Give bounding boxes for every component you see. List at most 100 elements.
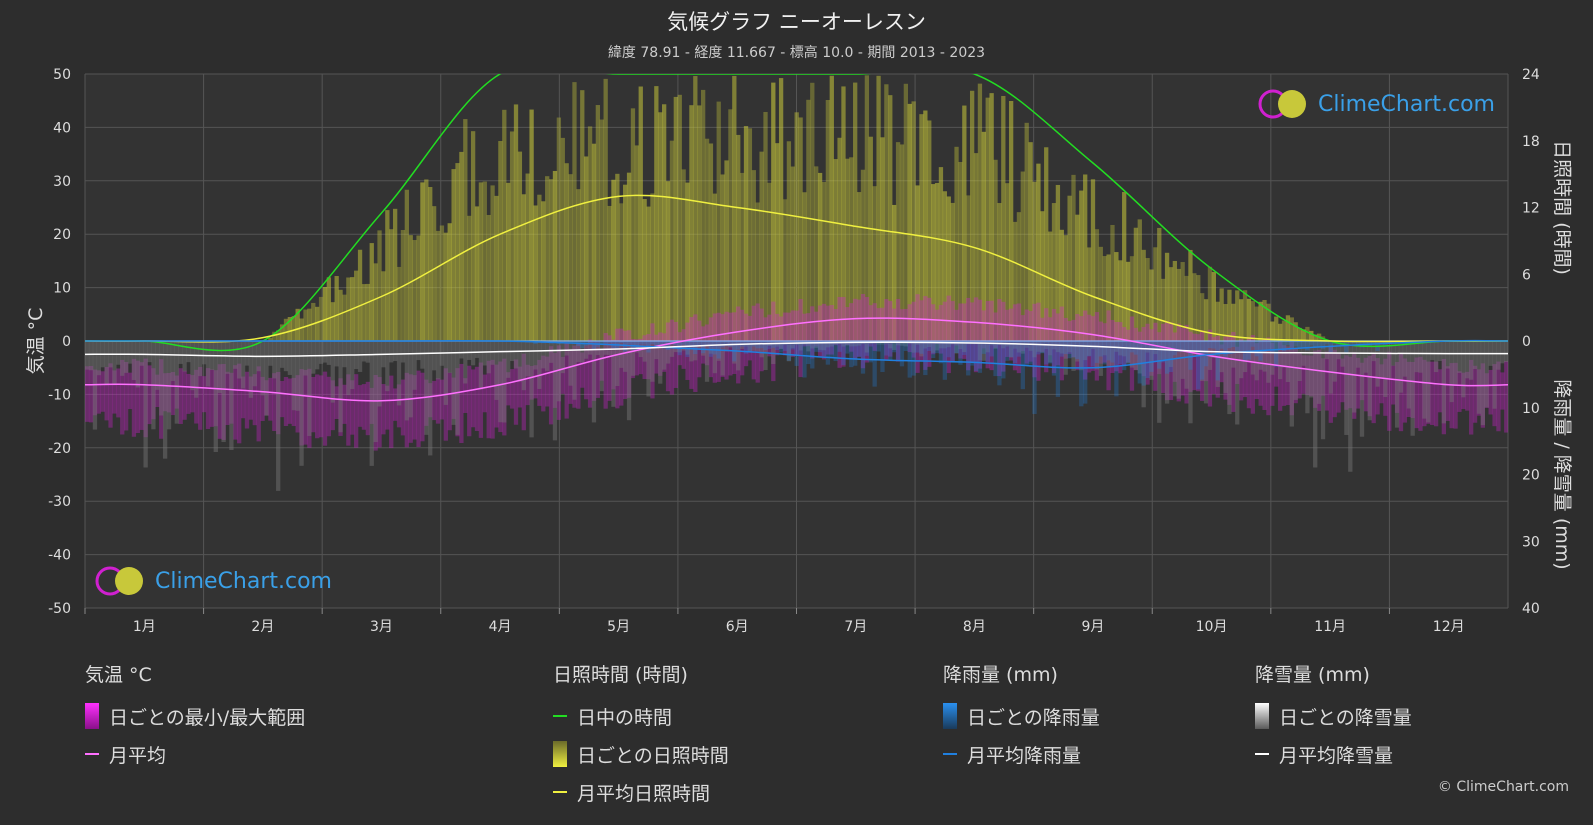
- temp-range-bar: [899, 309, 905, 342]
- sunshine-bar: [693, 76, 698, 341]
- temp-range-bar: [1106, 310, 1111, 391]
- sunshine-bar: [435, 230, 441, 341]
- snow-bar: [1359, 341, 1365, 437]
- sunshine-bar: [311, 302, 316, 341]
- month-label: 8月: [963, 619, 986, 635]
- sunshine-bar: [482, 181, 487, 341]
- sunshine-bar: [303, 309, 308, 341]
- snow-bar: [123, 341, 129, 373]
- rain-bar: [704, 341, 710, 346]
- sunshine-bar: [884, 84, 889, 341]
- temp-range-bar: [311, 377, 316, 433]
- snow-bar: [299, 341, 304, 466]
- rain-bar: [860, 341, 866, 374]
- temp-range-bar: [486, 360, 491, 439]
- rain-bar: [1098, 341, 1103, 357]
- rain-bar: [814, 341, 819, 352]
- temp-range-bar: [685, 322, 690, 380]
- sunshine-bar: [1258, 301, 1263, 341]
- rain-bar: [895, 341, 901, 360]
- sunshine-bar: [1219, 288, 1224, 341]
- logo-bottom[interactable]: ClimeChart.com: [95, 565, 332, 597]
- temp-range-bar: [127, 372, 133, 410]
- rain-bar: [654, 341, 659, 348]
- sunshine-bar: [845, 158, 850, 341]
- sunshine-bar: [1008, 100, 1014, 341]
- left-tick-label: -20: [48, 441, 71, 457]
- sunshine-bar: [864, 75, 870, 341]
- temp-range-bar: [950, 301, 955, 363]
- rain-bar: [1008, 341, 1014, 358]
- temp-range-bar: [603, 333, 608, 409]
- rain-bar: [607, 341, 612, 344]
- temp-range-bar: [1394, 362, 1400, 413]
- month-label: 9月: [1081, 619, 1104, 635]
- snow-bar: [763, 341, 768, 371]
- temp-range-bar: [334, 386, 339, 420]
- rain-bar: [1285, 341, 1291, 346]
- legend-sun-avg: 月平均日照時間: [553, 773, 729, 811]
- temp-range-bar: [747, 315, 753, 361]
- temp-range-bar: [283, 377, 289, 426]
- sunshine-bar: [599, 119, 604, 341]
- sunshine-bar: [681, 169, 686, 341]
- snow-bar: [385, 341, 390, 392]
- temp-range-bar: [498, 361, 503, 433]
- snow-bar: [178, 341, 183, 364]
- temp-range-bar: [1332, 349, 1337, 418]
- temp-range-bar: [1457, 371, 1462, 412]
- rain-bar: [837, 341, 842, 352]
- rain-bar: [950, 341, 955, 363]
- temp-range-bar: [584, 345, 589, 400]
- sunshine-bar: [623, 184, 628, 341]
- snow-bar: [1203, 341, 1209, 404]
- snow-bar: [268, 341, 273, 366]
- snow-bar: [1320, 341, 1326, 440]
- temp-range-bar: [1168, 322, 1174, 401]
- snow-bar: [377, 341, 382, 407]
- temp-range-bar: [1281, 345, 1287, 406]
- snow-bar: [517, 341, 523, 382]
- snow-bar: [412, 341, 417, 390]
- temp-range-bar: [389, 375, 394, 449]
- rain-bar: [1102, 341, 1107, 365]
- snow-bar: [642, 341, 647, 362]
- snow-bar: [658, 341, 663, 384]
- rain-bar: [1180, 341, 1185, 352]
- snow-bar: [1324, 341, 1330, 360]
- temp-range-bar: [903, 308, 909, 343]
- sunshine-bar: [354, 270, 359, 341]
- rain-bar: [1083, 341, 1088, 404]
- rain-bar: [1231, 341, 1236, 348]
- snow-bar: [931, 341, 936, 353]
- legend-snow: 降雪量 (mm) 日ごとの降雪量 月平均降雪量: [1255, 660, 1412, 773]
- temp-range-bar: [143, 358, 148, 438]
- snow-bar: [1250, 341, 1255, 375]
- temp-range-bar: [166, 372, 172, 413]
- rain-bar: [969, 341, 975, 366]
- temp-range-bar: [634, 339, 640, 376]
- rain-bar: [1067, 341, 1072, 359]
- temp-range-bar: [350, 380, 355, 435]
- temp-range-bar: [1024, 309, 1029, 364]
- snow-bar: [502, 341, 507, 423]
- logo-top[interactable]: ClimeChart.com: [1258, 88, 1495, 120]
- temp-range-bar: [170, 371, 176, 416]
- temp-range-bar: [626, 330, 632, 398]
- sunshine-bar: [997, 203, 1002, 341]
- temp-range-bar: [1055, 313, 1061, 366]
- sunshine-bar: [1297, 327, 1302, 341]
- sunshine-bar: [880, 137, 885, 341]
- snow-bar: [1285, 341, 1291, 383]
- snow-bar: [1297, 341, 1302, 382]
- snow-bar: [810, 341, 815, 349]
- temp-range-bar: [1426, 361, 1431, 424]
- rain-bar: [1274, 341, 1279, 368]
- temp-range-bar: [439, 379, 445, 420]
- temp-range-bar: [88, 365, 94, 423]
- snow-bar: [1270, 341, 1275, 375]
- legend-temp-head: 気温 °C: [85, 664, 152, 686]
- temp-avg-swatch: [85, 753, 99, 755]
- temp-range-bar: [315, 374, 320, 439]
- temp-range-bar: [1059, 306, 1064, 381]
